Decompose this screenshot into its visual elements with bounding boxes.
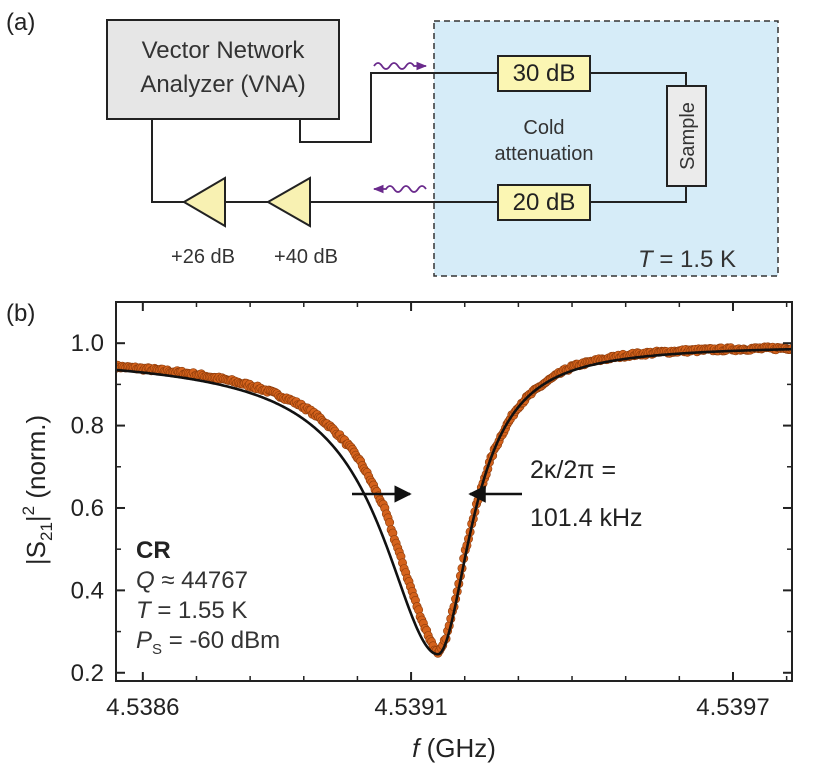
amplifier-40db bbox=[265, 176, 311, 228]
y-tick-label: 0.6 bbox=[71, 495, 104, 522]
width-label-line2: 101.4 kHz bbox=[530, 504, 643, 532]
info-p: PS = -60 dBm bbox=[136, 627, 280, 658]
vna-label-line1: Vector Network bbox=[142, 37, 306, 64]
info-q-value: ≈ 44767 bbox=[155, 567, 248, 594]
info-t-symbol: T bbox=[136, 597, 153, 624]
panel-a-label: (a) bbox=[6, 9, 35, 36]
y-axis-label-bar: | bbox=[21, 515, 51, 522]
cold-label-line1: Cold bbox=[523, 117, 564, 139]
vna-label-line2: Analyzer (VNA) bbox=[140, 71, 305, 98]
y-axis-label-sup: 2 bbox=[19, 506, 38, 515]
y-axis-label-sub: 21 bbox=[37, 522, 56, 541]
output-signal-arrow-icon bbox=[372, 184, 427, 194]
cold-label-line2: attenuation bbox=[495, 143, 594, 165]
info-p-symbol: P bbox=[136, 627, 152, 654]
fridge-box bbox=[433, 20, 779, 277]
width-label-line1: 2κ/2π = bbox=[530, 456, 616, 484]
info-t: T = 1.55 K bbox=[136, 597, 247, 624]
y-axis-label-prefix: |S bbox=[21, 541, 51, 565]
amplifier-40db-label: +40 dB bbox=[274, 246, 338, 268]
info-t-value: = 1.55 K bbox=[151, 597, 248, 624]
fridge-temperature: T = 1.5 K bbox=[638, 246, 736, 273]
y-tick-label: 1.0 bbox=[71, 330, 104, 357]
fit-curve bbox=[116, 347, 792, 656]
x-axis-label: f (GHz) bbox=[412, 733, 496, 763]
y-tick-label: 0.4 bbox=[71, 577, 104, 604]
x-tick-label: 4.5386 bbox=[106, 694, 179, 721]
info-q: Q ≈ 44767 bbox=[136, 567, 248, 594]
attenuator-20db-label: 20 dB bbox=[513, 189, 576, 216]
wiring bbox=[151, 72, 687, 203]
fridge-temperature-value: = 1.5 K bbox=[653, 246, 736, 273]
x-tick-label: 4.5397 bbox=[696, 694, 769, 721]
panel-b-label: (b) bbox=[6, 300, 35, 327]
sample-label: Sample bbox=[677, 102, 699, 170]
vna-box bbox=[106, 19, 340, 120]
panel-a-schematic: (a) Vector Network Analyzer (VNA) 30 dB … bbox=[6, 9, 779, 277]
y-axis-label: |S21|2 (norm.) bbox=[19, 415, 56, 565]
y-tick-label: 0.8 bbox=[71, 413, 104, 440]
x-tick-label: 4.5391 bbox=[374, 694, 447, 721]
sample-box bbox=[666, 85, 707, 187]
info-p-equals: = bbox=[162, 627, 183, 654]
x-axis-label-unit: (GHz) bbox=[419, 733, 496, 763]
plot-frame bbox=[115, 301, 793, 682]
y-tick-label: 0.2 bbox=[71, 660, 104, 687]
amplifier-26db-label: +26 dB bbox=[171, 246, 235, 268]
attenuator-20db bbox=[497, 184, 591, 221]
attenuator-30db-label: 30 dB bbox=[513, 60, 576, 87]
info-p-sub: S bbox=[152, 641, 162, 658]
amplifier-26db bbox=[182, 176, 226, 228]
input-signal-arrow-icon bbox=[373, 61, 428, 71]
data-points-layer bbox=[116, 342, 792, 658]
info-q-symbol: Q bbox=[136, 567, 155, 594]
x-axis-label-symbol: f bbox=[412, 733, 422, 763]
axis-ticks: 4.5386 4.5391 4.5397 0.2 0.4 0.6 0.8 1.0 bbox=[71, 302, 792, 721]
y-axis-label-tail: (norm.) bbox=[21, 415, 51, 506]
fit-curve-layer bbox=[116, 347, 792, 656]
info-title: CR bbox=[136, 537, 171, 564]
attenuator-30db bbox=[497, 55, 591, 92]
fridge-temperature-symbol: T bbox=[638, 246, 655, 273]
info-p-value: -60 dBm bbox=[183, 627, 280, 654]
